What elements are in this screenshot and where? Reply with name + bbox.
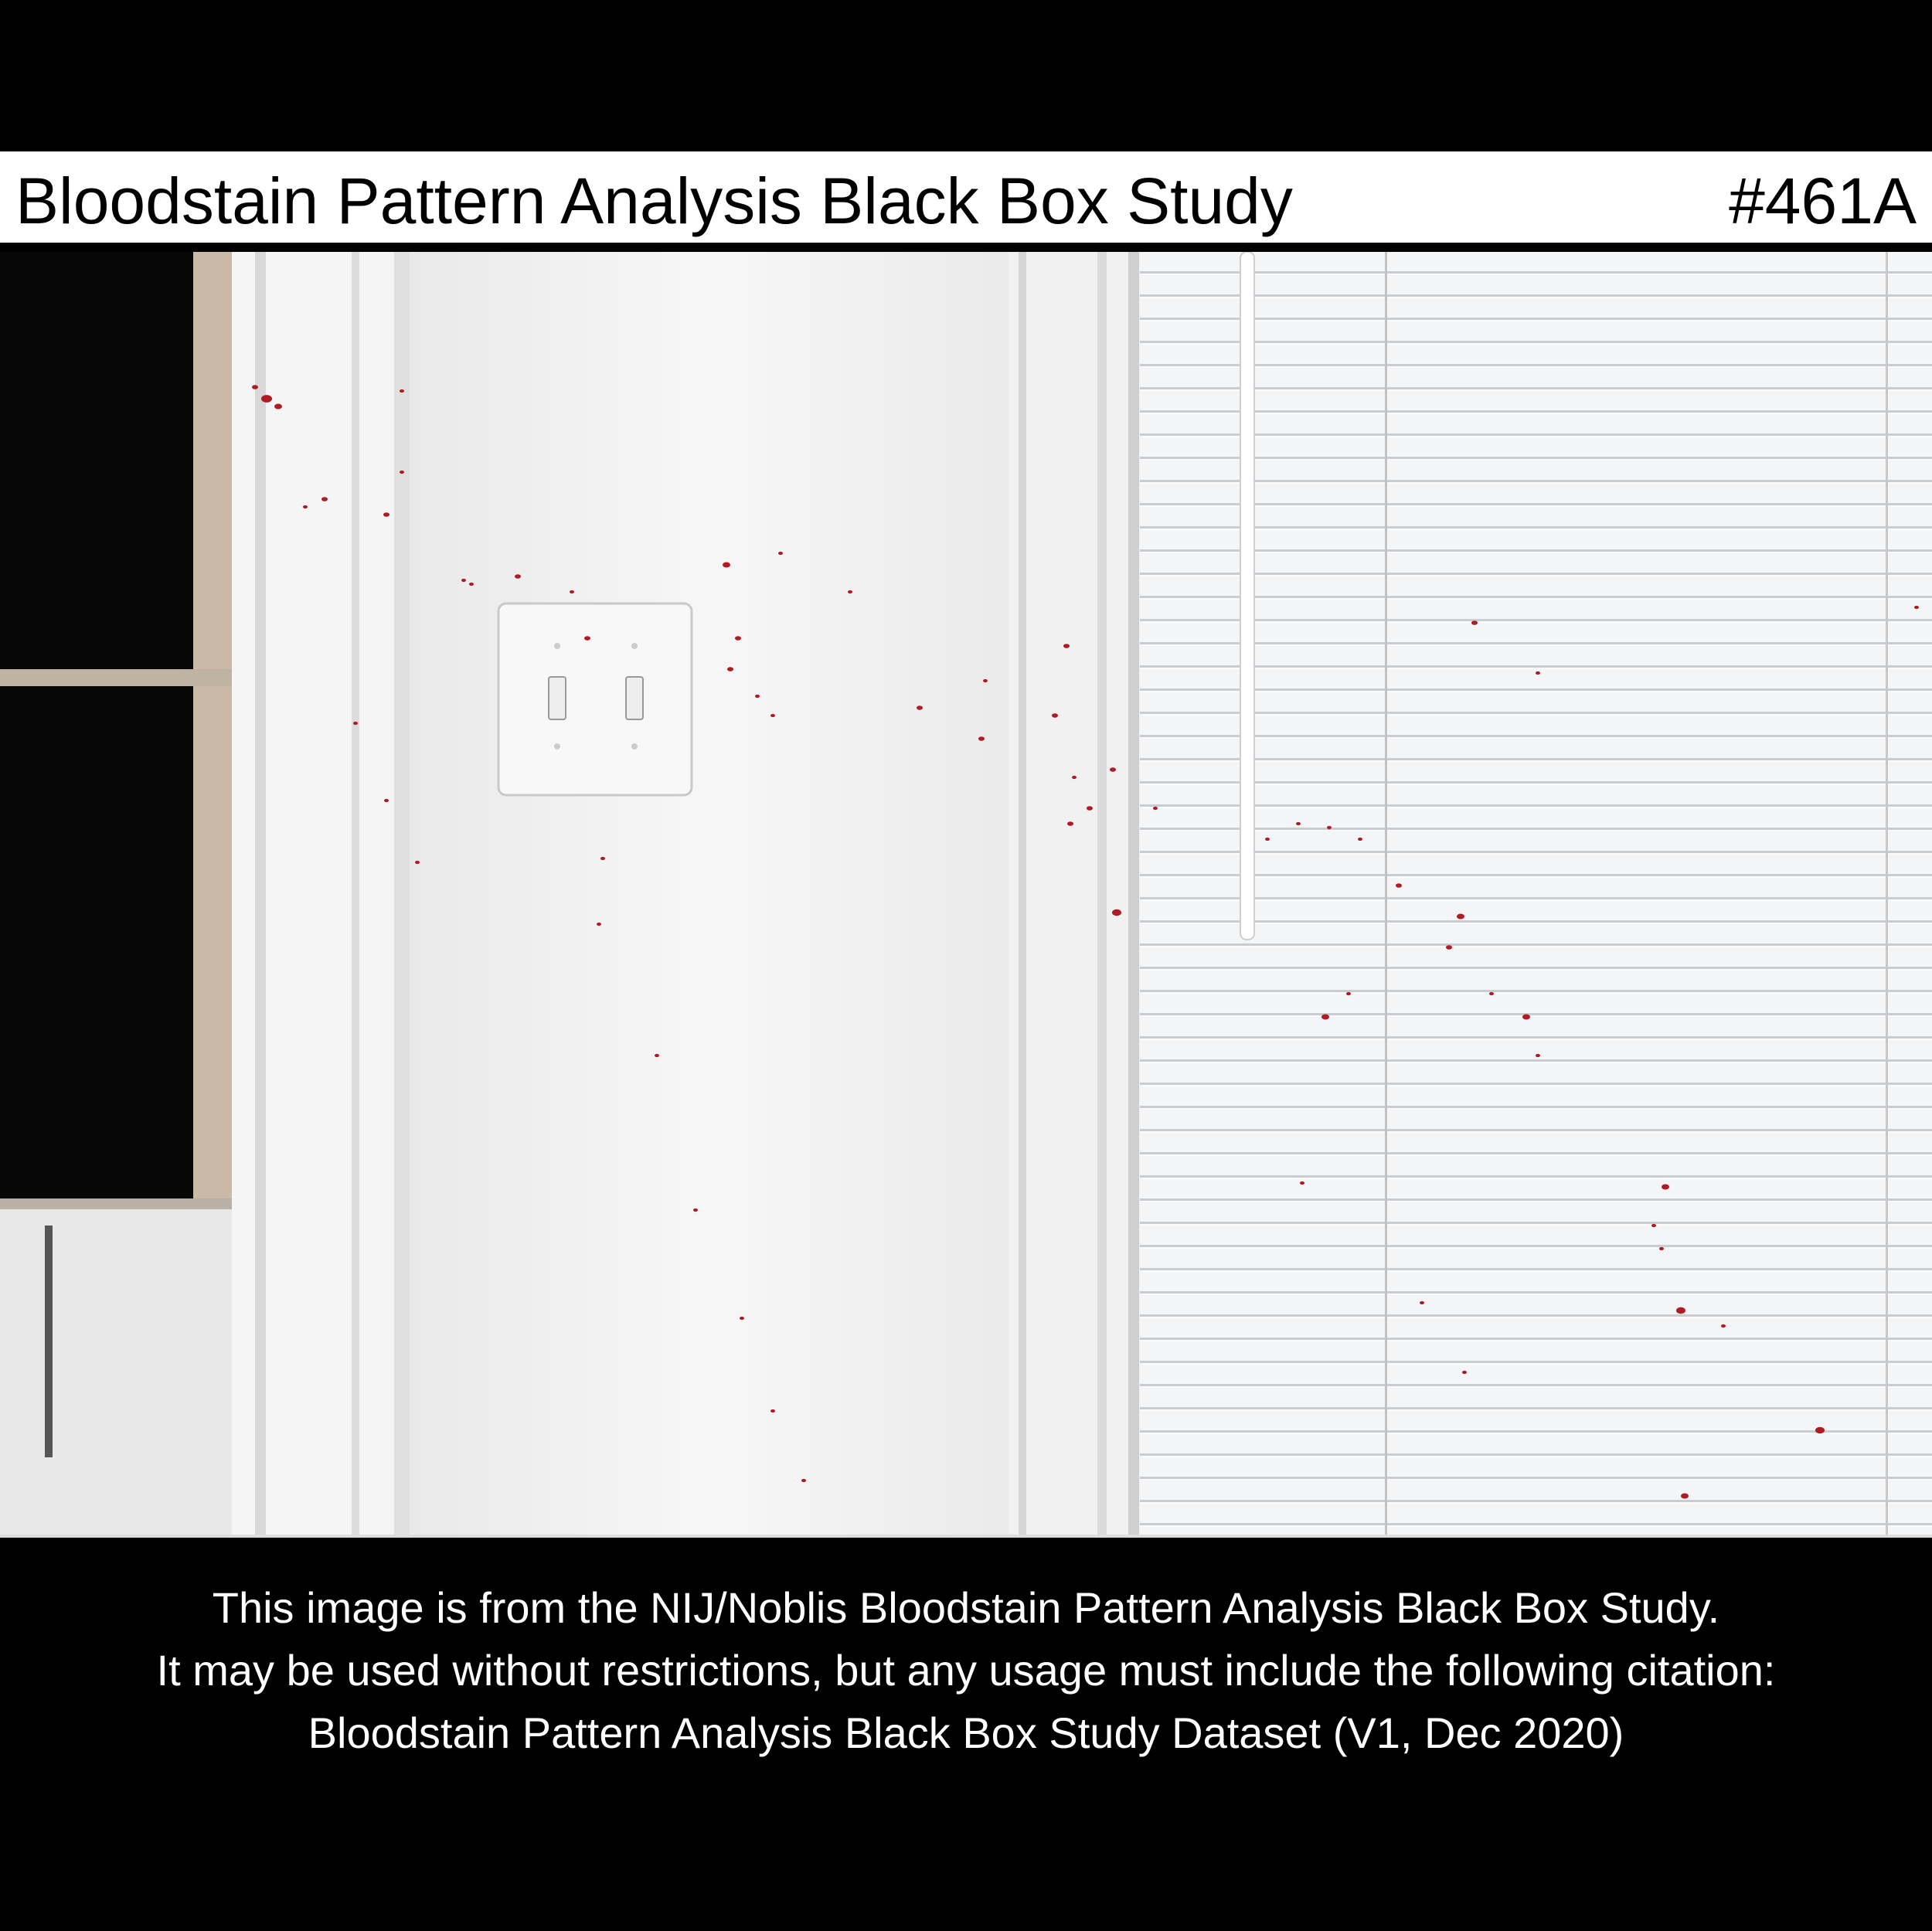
blood-drop: [1536, 1053, 1540, 1058]
blood-drop: [1914, 605, 1919, 610]
blood-drop: [274, 403, 282, 410]
blood-drop: [600, 856, 605, 861]
blood-drop: [740, 1316, 744, 1321]
blood-drop: [1067, 821, 1073, 826]
blood-drop: [978, 736, 985, 741]
caption-line-1: This image is from the NIJ/Noblis Bloods…: [212, 1583, 1720, 1632]
blood-drop: [1052, 713, 1058, 718]
blood-drop: [383, 512, 389, 517]
blood-drop: [261, 395, 272, 403]
blood-drop: [1420, 1300, 1424, 1305]
image-id-label: #461A: [1729, 165, 1917, 237]
photo-bottom-border: [0, 1535, 1932, 1538]
blood-drop: [1110, 767, 1116, 772]
blood-drop: [1659, 1246, 1664, 1251]
blood-drop: [1681, 1493, 1689, 1499]
blood-drop: [597, 922, 601, 926]
blood-drop: [1446, 945, 1452, 950]
citation-caption: This image is from the NIJ/Noblis Bloods…: [0, 1576, 1932, 1764]
top-black-band: [0, 0, 1932, 151]
blood-drop: [735, 636, 741, 641]
blood-drop: [1815, 1426, 1825, 1434]
blood-drop: [415, 860, 420, 865]
blood-drop: [1265, 837, 1270, 841]
blood-drop: [727, 667, 733, 671]
blood-drop: [321, 497, 328, 501]
blood-drop: [252, 385, 258, 389]
wall: [410, 252, 1012, 1535]
blood-drop: [384, 798, 389, 803]
blood-drop: [1087, 806, 1093, 811]
page-title: Bloodstain Pattern Analysis Black Box St…: [15, 165, 1293, 237]
blood-drop: [1536, 671, 1540, 675]
blood-drop: [693, 1208, 698, 1212]
blood-drop: [1396, 883, 1402, 888]
blood-drop: [584, 636, 590, 641]
blood-drop: [1063, 644, 1070, 648]
blood-drop: [848, 590, 852, 594]
blood-drop: [1296, 821, 1301, 826]
blood-drop: [1721, 1324, 1726, 1328]
blood-drop: [723, 562, 730, 568]
blood-drop: [655, 1053, 659, 1058]
crime-scene-photo: [0, 252, 1932, 1535]
blood-drop: [917, 705, 923, 710]
blood-drop: [469, 582, 474, 586]
blood-drop: [1471, 620, 1478, 625]
blood-drop: [461, 578, 466, 583]
blood-drop: [1072, 775, 1077, 780]
blood-drop: [778, 551, 783, 556]
blood-drop: [770, 1409, 775, 1413]
blood-drop: [770, 713, 775, 718]
window-blinds-icon: [1140, 252, 1932, 1535]
blood-spatter-icon: [252, 385, 1919, 1499]
light-switch-icon: [497, 602, 693, 797]
blood-drop: [1358, 837, 1362, 841]
door-frame-icon: [232, 252, 411, 1535]
blood-drop: [983, 678, 988, 683]
caption-line-2: It may be used without restrictions, but…: [156, 1646, 1776, 1695]
blood-drop: [1676, 1307, 1685, 1314]
blood-drop: [1489, 991, 1494, 996]
blood-drop: [1522, 1014, 1530, 1020]
window-trim: [1009, 252, 1140, 1535]
blood-drop: [1327, 825, 1332, 830]
blood-drop: [1153, 806, 1158, 811]
blood-drop: [801, 1478, 806, 1483]
blood-drop: [1300, 1181, 1304, 1185]
blood-drop: [1462, 1370, 1467, 1375]
caption-line-3: Bloodstain Pattern Analysis Black Box St…: [308, 1708, 1624, 1757]
blood-drop: [1346, 991, 1351, 996]
blood-drop: [755, 694, 760, 699]
blood-drop: [400, 470, 404, 474]
blood-drop: [303, 505, 308, 509]
blood-drop: [353, 721, 358, 726]
blood-drop: [400, 389, 404, 393]
title-bar: Bloodstain Pattern Analysis Black Box St…: [0, 151, 1932, 247]
blood-drop: [1651, 1223, 1656, 1228]
blood-drop: [515, 574, 521, 579]
blood-drop: [570, 590, 574, 594]
blood-drop: [1662, 1184, 1669, 1190]
blood-drop: [1321, 1014, 1329, 1020]
blood-drop: [1457, 913, 1464, 920]
blood-drop: [1112, 909, 1121, 916]
